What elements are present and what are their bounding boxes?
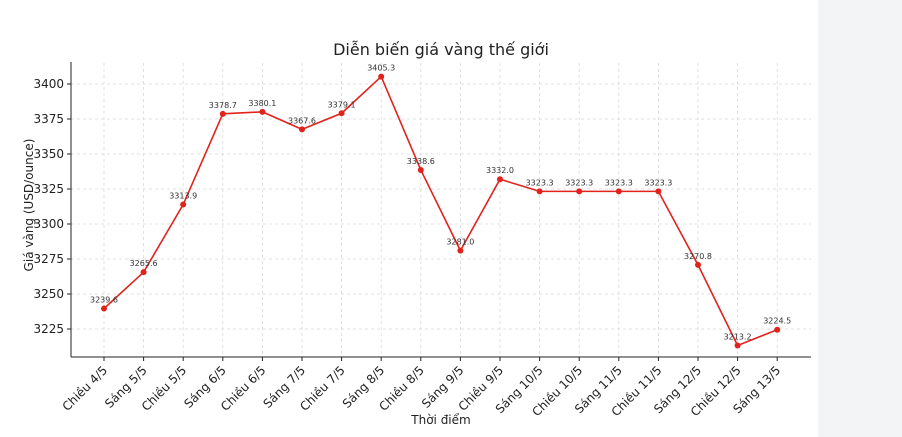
data-label: 3281.0 [446, 238, 474, 247]
y-tick-label: 3275 [33, 252, 64, 266]
series-layer: 3239.6 3265.6 3313.9 3378.7 3380.1 3367.6 3379… [90, 64, 791, 349]
data-point [734, 342, 741, 349]
y-tick-label: 3400 [33, 77, 64, 91]
data-point [615, 188, 622, 195]
x-tick-label: Chiều 4/5 [60, 363, 111, 414]
data-point [536, 188, 543, 195]
data-point [655, 188, 662, 195]
data-label: 3338.6 [407, 157, 435, 166]
y-tick-label: 3375 [33, 112, 64, 126]
chart-card: Diễn biến giá vàng thế giới Thời điểm Gi… [0, 0, 818, 437]
data-point [457, 247, 464, 254]
series-line [103, 75, 778, 347]
data-label: 3323.3 [644, 178, 672, 187]
data-label: 3265.6 [130, 259, 158, 268]
x-axis-label: Thời điểm [410, 413, 470, 427]
data-point [101, 305, 107, 312]
data-label: 3323.3 [605, 178, 633, 187]
data-label: 3378.7 [209, 101, 237, 110]
data-point [338, 110, 345, 117]
data-point [774, 326, 781, 333]
y-tick-label: 3325 [33, 182, 64, 196]
chart-title: Diễn biến giá vàng thế giới [333, 40, 549, 59]
data-label: 3270.8 [684, 252, 712, 261]
data-label: 3313.9 [169, 192, 197, 201]
data-point [219, 110, 226, 117]
y-axis-label: Giá vàng (USD/ounce) [22, 139, 36, 272]
axes: 3225 3250 3275 3300 3325 3350 3375 3400 Chiều 4/… [33, 62, 811, 419]
data-point [378, 73, 385, 80]
data-label: 3405.3 [367, 64, 395, 73]
data-label: 3239.6 [90, 296, 118, 305]
data-label: 3380.1 [248, 99, 276, 108]
data-point [259, 108, 266, 115]
data-point [576, 188, 583, 195]
data-label: 3367.6 [288, 116, 316, 125]
y-tick-label: 3350 [33, 147, 64, 161]
y-tick-label: 3300 [33, 217, 64, 231]
data-label: 3323.3 [565, 178, 593, 187]
data-label: 3332.0 [486, 166, 514, 175]
data-point [140, 269, 147, 276]
data-point [417, 166, 424, 173]
data-point [180, 201, 187, 208]
data-point [497, 176, 503, 183]
line-chart: Diễn biến giá vàng thế giới Thời điểm Gi… [22, 40, 811, 427]
y-tick-label: 3250 [33, 287, 64, 301]
data-label: 3379.1 [328, 100, 356, 109]
data-point [695, 261, 701, 268]
data-label: 3213.2 [724, 333, 752, 342]
data-label: 3224.5 [763, 317, 791, 326]
data-point [299, 126, 305, 133]
y-tick-label: 3225 [33, 322, 64, 336]
data-label: 3323.3 [526, 178, 554, 187]
